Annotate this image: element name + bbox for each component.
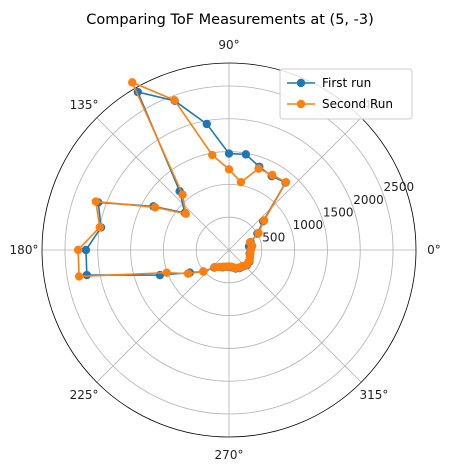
- angle-tick-label-135: 135°: [70, 98, 99, 112]
- chart-title: Comparing ToF Measurements at (5, -3): [86, 12, 374, 28]
- data-point-second-run-140: [181, 209, 190, 218]
- legend-label-second-run: Second Run: [322, 97, 393, 111]
- legend-marker-second-run: [296, 99, 306, 109]
- data-point-second-run-130: [178, 190, 187, 199]
- angular-grid: [42, 63, 416, 437]
- data-point-second-run-80: [236, 177, 246, 187]
- data-point-second-run-150: [150, 203, 160, 212]
- data-point-second-run-30: [254, 228, 263, 238]
- legend-marker-first-run: [296, 78, 306, 88]
- data-point-second-run-160: [91, 197, 101, 206]
- data-point-second-run-70: [254, 164, 263, 173]
- data-point-second-run-200: [162, 268, 171, 277]
- angular-gridline-45: [228, 117, 362, 251]
- radial-tick-label-1500: 1500: [323, 205, 354, 219]
- angle-tick-label-225: 225°: [70, 388, 99, 402]
- data-point-second-run-220: [199, 267, 208, 276]
- data-point-second-run-350: [246, 249, 255, 258]
- data-point-second-run-180: [73, 245, 83, 255]
- data-point-first-run-90: [224, 149, 234, 158]
- polar-frame: [41, 62, 417, 438]
- data-point-second-run-170: [95, 223, 104, 232]
- angular-gridline-315: [228, 249, 362, 383]
- data-point-second-run-40: [259, 216, 269, 225]
- radial-tick-label-2000: 2000: [353, 193, 384, 207]
- data-point-second-run-110: [170, 95, 179, 105]
- data-point-second-run-60: [268, 170, 277, 180]
- data-point-first-run-180: [81, 245, 91, 255]
- legend-label-first-run: First run: [322, 76, 371, 90]
- angle-tick-label-270: 270°: [215, 448, 244, 462]
- data-point-second-run-190: [74, 272, 84, 281]
- data-point-second-run-50: [281, 177, 291, 187]
- data-point-first-run-80: [241, 150, 251, 159]
- data-point-second-run-90: [224, 165, 234, 174]
- angular-gridline-135: [96, 117, 230, 251]
- angle-tick-label-315: 315°: [360, 388, 389, 402]
- radial-tick-label-1000: 1000: [293, 218, 324, 232]
- data-point-second-run-100: [208, 150, 217, 160]
- angle-tick-label-0: 0°: [427, 243, 441, 257]
- angle-tick-label-90: 90°: [218, 38, 239, 52]
- data-point-first-run-100: [202, 119, 211, 129]
- data-point-second-run-120: [128, 78, 137, 87]
- data-point-second-run-210: [183, 269, 193, 278]
- radial-tick-label-2500: 2500: [384, 180, 415, 194]
- radial-tick-label-500: 500: [262, 230, 285, 244]
- data-point-first-run-190: [82, 270, 92, 280]
- angle-tick-label-180: 180°: [10, 243, 39, 257]
- legend-frame: [279, 68, 413, 120]
- series-group: [73, 78, 291, 281]
- data-point-second-run-20: [245, 238, 255, 247]
- legend: First run Second Run: [279, 68, 413, 120]
